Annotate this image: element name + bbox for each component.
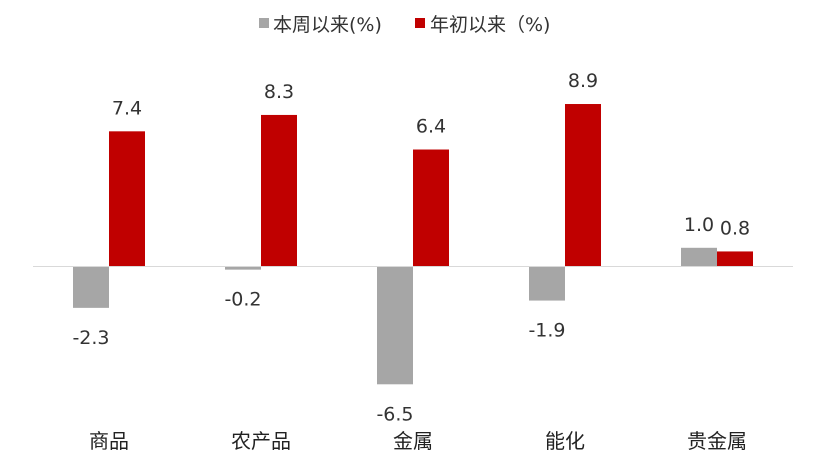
data-label: -0.2 bbox=[224, 289, 261, 311]
bar-week-1 bbox=[225, 266, 261, 270]
x-tick-label: 农产品 bbox=[231, 429, 291, 453]
legend-swatch bbox=[415, 18, 425, 28]
data-label: -6.5 bbox=[376, 403, 413, 425]
legend-label: 年初以来（%) bbox=[430, 14, 550, 36]
bars bbox=[73, 104, 753, 385]
bar-ytd-0 bbox=[109, 131, 145, 266]
bar-ytd-1 bbox=[261, 114, 297, 266]
bar-week-2 bbox=[377, 266, 413, 385]
data-label: 7.4 bbox=[112, 97, 142, 119]
legend: 本周以来(%) 年初以来（%) bbox=[259, 14, 550, 36]
bar-ytd-4 bbox=[717, 251, 753, 266]
data-label: 8.3 bbox=[264, 81, 294, 103]
x-axis-tick-labels: 商品 农产品 金属 能化 贵金属 bbox=[89, 429, 747, 453]
data-label: 6.4 bbox=[416, 116, 446, 138]
bar-ytd-3 bbox=[565, 104, 601, 267]
bar-ytd-2 bbox=[413, 149, 449, 266]
data-label: 1.0 bbox=[684, 214, 714, 236]
x-tick-label: 金属 bbox=[393, 429, 433, 453]
bar-week-3 bbox=[529, 266, 565, 301]
bar-week-0 bbox=[73, 266, 109, 308]
data-label: -1.9 bbox=[528, 320, 565, 342]
legend-label: 本周以来(%) bbox=[273, 14, 382, 36]
x-tick-label: 贵金属 bbox=[687, 429, 747, 453]
data-label: -2.3 bbox=[72, 327, 109, 349]
bar-week-4 bbox=[681, 247, 717, 266]
x-tick-label: 商品 bbox=[89, 429, 129, 453]
x-tick-label: 能化 bbox=[545, 429, 585, 453]
data-label: 8.9 bbox=[568, 70, 598, 92]
legend-swatch bbox=[259, 18, 269, 28]
data-labels: -2.3 7.4 -0.2 8.3 -6.5 6.4 -1.9 8.9 1.0 0.8 bbox=[72, 70, 750, 425]
data-label: 0.8 bbox=[720, 217, 750, 239]
